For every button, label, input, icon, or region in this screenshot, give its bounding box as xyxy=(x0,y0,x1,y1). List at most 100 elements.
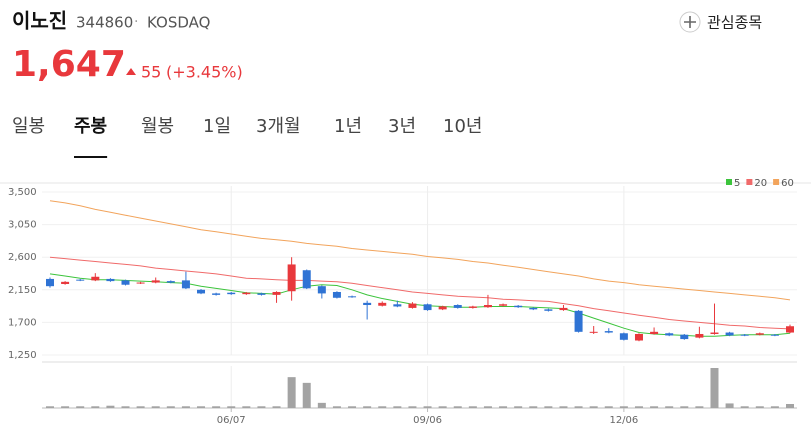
volume-bar xyxy=(76,406,85,408)
period-tab[interactable]: 주봉 xyxy=(74,116,107,137)
legend-label: 60 xyxy=(781,178,794,189)
market: KOSDAQ xyxy=(147,14,210,32)
period-tab[interactable]: 10년 xyxy=(443,116,482,137)
volume-bar xyxy=(272,406,281,408)
period-tabs: 일봉 주봉 월봉 1일 3개월 1년 3년 10년 xyxy=(12,116,482,158)
candle-body xyxy=(136,282,145,284)
period-tab[interactable]: 3개월 xyxy=(256,116,301,137)
volume-bar xyxy=(408,406,417,408)
y-tick-label: 2,150 xyxy=(8,285,37,296)
period-tab[interactable]: 월봉 xyxy=(141,116,174,137)
candle-body xyxy=(151,280,160,283)
candle-body xyxy=(287,264,296,292)
candle-body xyxy=(589,331,598,333)
volume-bar xyxy=(212,406,221,408)
volume-bar xyxy=(589,406,598,408)
candle-body xyxy=(619,333,628,340)
volume-bar xyxy=(61,406,70,408)
candle-body xyxy=(181,280,190,289)
candle-body xyxy=(574,310,583,332)
candle-body xyxy=(755,333,764,335)
candle-body xyxy=(695,333,704,338)
candle-body xyxy=(242,292,251,295)
stock-name: 이노진 xyxy=(12,9,67,33)
volume-bar xyxy=(453,406,462,408)
volume-bar xyxy=(650,406,659,408)
volume-bar xyxy=(363,406,372,408)
volume-bar xyxy=(544,406,553,408)
candle-body xyxy=(91,276,100,281)
candle-body xyxy=(544,309,553,311)
volume-bar xyxy=(317,402,326,408)
legend-swatch xyxy=(773,179,780,185)
y-tick-label: 2,600 xyxy=(8,252,37,263)
candle-body xyxy=(317,286,326,294)
candle-body xyxy=(212,293,221,295)
legend-label: 20 xyxy=(754,178,767,189)
candle-body xyxy=(423,304,432,311)
volume-bar xyxy=(242,406,251,408)
volume-bar xyxy=(725,403,734,408)
candle-body xyxy=(650,331,659,334)
volume-bar xyxy=(257,406,266,408)
watchlist-button[interactable]: 관심종목 xyxy=(679,11,762,33)
price: 1,647 xyxy=(12,44,126,85)
candle-body xyxy=(514,305,523,308)
volume-bar xyxy=(393,406,402,408)
volume-bar xyxy=(665,406,674,408)
volume-bar xyxy=(755,406,764,408)
candle-body xyxy=(76,279,85,281)
up-arrow xyxy=(126,68,136,75)
x-tick-label: 06/07 xyxy=(217,415,246,426)
volume-bar xyxy=(529,406,538,408)
candle-body xyxy=(378,302,387,306)
candle-body xyxy=(46,278,54,287)
moving-average-line xyxy=(49,273,791,337)
candle-body xyxy=(710,332,719,334)
candle-body xyxy=(121,280,130,285)
volume-bar xyxy=(634,406,643,408)
candle-body xyxy=(332,291,341,298)
candle-body xyxy=(166,281,175,283)
candle-body xyxy=(740,334,749,336)
volume-bar xyxy=(181,406,190,408)
volume-bar xyxy=(483,406,492,408)
period-tab[interactable]: 1일 xyxy=(203,116,231,137)
candle-body xyxy=(453,305,462,308)
volume-bar xyxy=(770,406,779,408)
candle-body xyxy=(302,270,311,289)
watch-plus xyxy=(684,16,696,28)
volume-bar xyxy=(332,406,341,408)
volume-bar xyxy=(786,404,794,408)
candle-body xyxy=(483,305,492,308)
volume-bar xyxy=(106,405,115,408)
x-tick-label: 09/06 xyxy=(413,415,442,426)
volume-bar xyxy=(619,406,628,408)
period-tab[interactable]: 3년 xyxy=(388,116,416,137)
candle-body xyxy=(468,306,477,308)
candle-body xyxy=(197,289,206,294)
legend-swatch xyxy=(746,179,753,185)
candle-body xyxy=(438,306,447,310)
stock-code: 344860 xyxy=(76,14,133,32)
separator: · xyxy=(134,14,138,30)
candle-body xyxy=(680,334,689,340)
candle-body xyxy=(725,332,734,336)
candle-body xyxy=(499,304,508,306)
candle-body xyxy=(559,307,568,311)
volume-bar xyxy=(287,377,296,408)
period-tab[interactable]: 1년 xyxy=(334,116,362,137)
candle-body xyxy=(227,292,236,295)
change-rate: (+3.45%) xyxy=(166,63,243,82)
volume-bar xyxy=(46,406,54,408)
candle-body xyxy=(348,296,357,298)
y-tick-label: 1,700 xyxy=(8,317,37,328)
moving-average-line xyxy=(49,200,791,301)
volume-bar xyxy=(559,406,568,408)
volume-bar xyxy=(227,406,236,408)
period-tab[interactable]: 일봉 xyxy=(12,116,45,137)
active-tab-underline xyxy=(74,156,108,158)
volume-bar xyxy=(680,406,689,408)
candle-body xyxy=(257,293,266,295)
